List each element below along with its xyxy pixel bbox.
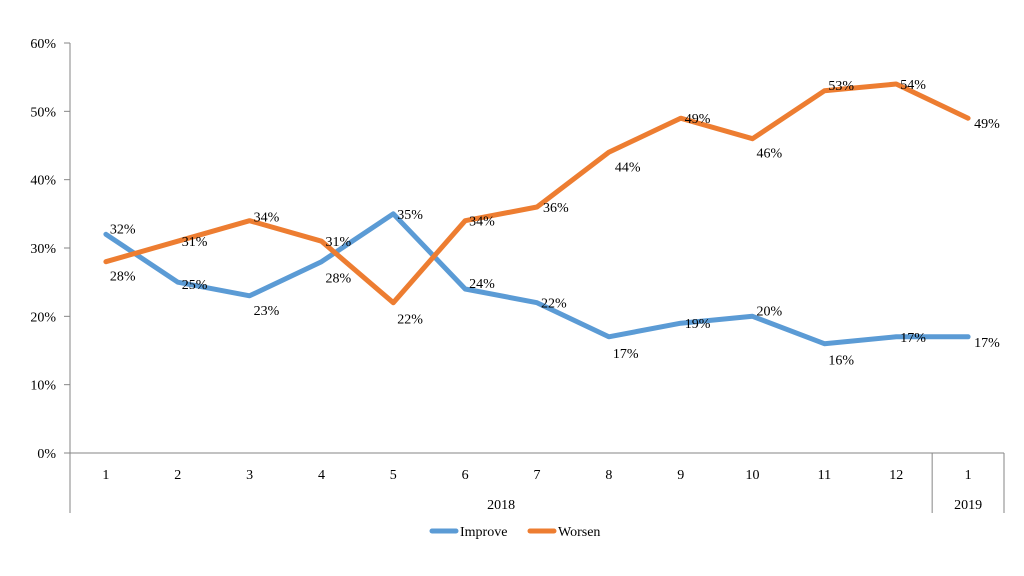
data-label: 19% <box>685 317 711 332</box>
x-tick-label: 7 <box>534 468 541 483</box>
data-label: 54% <box>900 78 926 93</box>
data-label: 22% <box>397 313 423 328</box>
x-tick-label: 1 <box>102 468 109 483</box>
data-label: 53% <box>828 79 854 94</box>
data-label: 46% <box>757 147 783 162</box>
data-label: 49% <box>974 117 1000 132</box>
y-tick-label: 50% <box>30 105 56 120</box>
group-label: 2019 <box>954 498 982 513</box>
series-lines <box>103 81 971 347</box>
data-label: 32% <box>110 222 136 237</box>
data-label: 20% <box>757 304 783 319</box>
series-line-improve <box>103 211 971 347</box>
x-tick-label: 10 <box>746 468 760 483</box>
x-tick-label: 1 <box>965 468 972 483</box>
data-label: 23% <box>254 304 280 319</box>
legend-label: Worsen <box>558 525 600 540</box>
series-line-worsen <box>103 81 971 306</box>
y-tick-label: 60% <box>30 37 56 52</box>
x-tick-label: 2 <box>174 468 181 483</box>
data-label: 34% <box>254 211 280 226</box>
axes: 0%10%20%30%40%50%60%1 2 3 4 5 6 7 8 9 10 11 12 12018… <box>30 37 1005 513</box>
data-label: 17% <box>974 336 1000 351</box>
y-tick-label: 10% <box>30 379 56 394</box>
data-label: 34% <box>469 215 495 230</box>
data-label: 36% <box>543 201 569 216</box>
data-label: 17% <box>613 347 639 362</box>
x-tick-label: 8 <box>605 468 612 483</box>
y-tick-label: 30% <box>30 242 56 257</box>
data-label: 28% <box>325 272 351 287</box>
x-tick-label: 11 <box>818 468 831 483</box>
x-tick-label: 9 <box>677 468 684 483</box>
data-label: 16% <box>828 354 854 369</box>
y-tick-label: 40% <box>30 174 56 189</box>
group-label: 2018 <box>487 498 515 513</box>
data-label: 17% <box>900 331 926 346</box>
y-tick-label: 20% <box>30 310 56 325</box>
data-label: 35% <box>397 208 423 223</box>
x-tick-label: 5 <box>390 468 397 483</box>
legend-label: Improve <box>460 525 507 540</box>
data-label: 49% <box>685 112 711 127</box>
x-tick-label: 12 <box>889 468 903 483</box>
x-tick-label: 4 <box>318 468 325 483</box>
data-label: 28% <box>110 270 136 285</box>
data-label: 25% <box>182 278 208 293</box>
x-tick-label: 3 <box>246 468 253 483</box>
data-label: 31% <box>325 235 351 250</box>
y-tick-label: 0% <box>37 447 56 462</box>
legend: Improve Worsen <box>429 525 600 540</box>
data-label: 31% <box>182 235 208 250</box>
data-label: 24% <box>469 277 495 292</box>
x-tick-label: 6 <box>462 468 469 483</box>
data-label: 22% <box>541 297 567 312</box>
data-labels: 32% 25% 23% 28% 35% 24% 22% 17% 19% 20% 16% 17% 17% 2… <box>110 78 1000 369</box>
data-label: 44% <box>615 160 641 175</box>
